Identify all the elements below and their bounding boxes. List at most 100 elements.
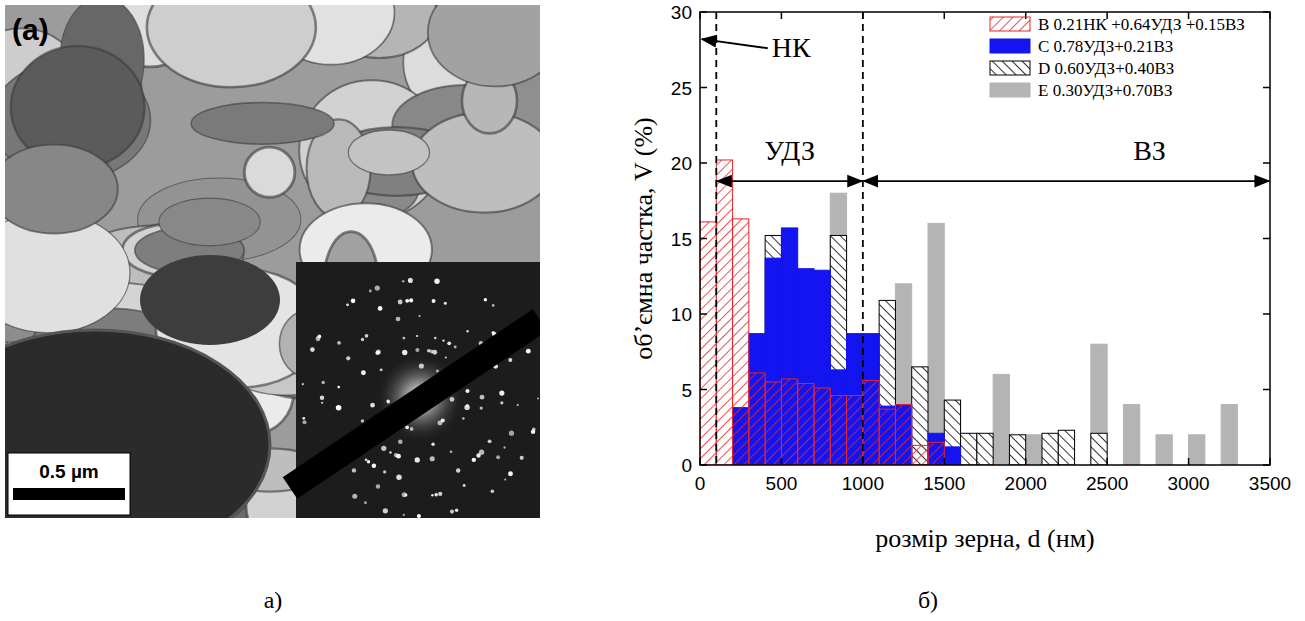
grain: [244, 147, 295, 197]
bar: [912, 367, 928, 465]
y-tick: [700, 389, 707, 391]
diffraction-spot: [466, 404, 469, 407]
legend-swatch: [990, 39, 1030, 53]
bar: [749, 373, 765, 465]
legend-label: C 0.78УДЗ+0.21ВЗ: [1038, 37, 1173, 56]
bar: [944, 400, 960, 465]
diffraction-spot: [462, 417, 464, 419]
diffraction-spot: [369, 290, 372, 293]
diffraction-spot: [504, 479, 506, 481]
diffraction-spot: [402, 350, 407, 355]
bar: [928, 442, 944, 465]
diffraction-spot: [430, 456, 435, 461]
diffraction-spot: [438, 492, 442, 496]
diffraction-spot: [427, 349, 431, 353]
diffraction-spot: [520, 456, 524, 460]
diffraction-spot: [454, 346, 457, 349]
x-tick-label: 0: [695, 473, 706, 494]
diffraction-spot: [537, 397, 539, 399]
bar: [879, 409, 895, 465]
diffraction-spot: [450, 450, 453, 453]
grain: [5, 145, 118, 234]
diffraction-spot: [408, 279, 411, 282]
diffraction-spot: [432, 299, 436, 303]
x-tick: [699, 458, 701, 465]
annotation-arrow: [702, 39, 768, 48]
diffraction-spot: [456, 468, 460, 472]
reference-line: [715, 12, 717, 465]
diffraction-spot: [386, 399, 389, 402]
diffraction-spot: [416, 335, 418, 337]
bar: [798, 383, 814, 465]
bar: [781, 379, 797, 465]
y-tick: [1263, 464, 1270, 466]
caption: а): [264, 587, 283, 613]
diffraction-spot: [302, 383, 304, 385]
bar: [1042, 433, 1058, 465]
diffraction-spot: [415, 348, 419, 352]
diffraction-spot: [380, 368, 383, 371]
diffraction-spot: [381, 446, 386, 451]
bar: [961, 433, 977, 465]
diffraction-spot: [365, 458, 368, 461]
diffraction-spot: [383, 508, 388, 513]
bar: [912, 445, 928, 465]
diffraction-spot: [465, 389, 469, 393]
diffraction-spot: [337, 341, 341, 345]
x-tick: [944, 12, 946, 19]
bars: [700, 160, 1237, 465]
bar: [830, 396, 846, 465]
diffraction-spot: [434, 337, 436, 339]
plot-frame: [700, 12, 1270, 465]
grain: [348, 130, 429, 175]
bar: [733, 219, 749, 465]
annotation: УДЗ: [764, 135, 815, 166]
diffraction-spot: [394, 453, 398, 457]
y-tick: [700, 11, 707, 13]
diffraction-spot: [405, 425, 409, 429]
bar: [895, 405, 911, 465]
diffraction-spot: [370, 403, 375, 408]
bar: [749, 334, 765, 465]
annotation: НК: [772, 32, 811, 63]
y-tick-label: 15: [671, 229, 692, 250]
bar: [765, 382, 781, 465]
series: [765, 235, 1107, 465]
x-tick: [781, 12, 783, 19]
diffraction-spot: [409, 298, 413, 302]
diffraction-spot: [320, 396, 324, 400]
bar: [716, 160, 732, 465]
x-tick: [699, 12, 701, 19]
diffraction-spot: [415, 457, 420, 462]
x-tick: [1269, 458, 1271, 465]
diffraction-spot: [455, 508, 459, 512]
diffraction-spot: [431, 442, 434, 445]
bar: [977, 433, 993, 465]
diffraction-spot: [491, 489, 495, 493]
diffraction-spot: [364, 501, 367, 504]
bar: [1091, 344, 1107, 465]
diffraction-spot: [378, 306, 383, 311]
diffraction-spot: [376, 484, 380, 488]
x-tick-label: 3500: [1249, 473, 1291, 494]
diffraction-spot: [361, 370, 366, 375]
beam-stop: [290, 320, 540, 488]
grain-dark: [5, 330, 270, 518]
bar: [765, 235, 781, 465]
diffraction-spot: [405, 299, 409, 303]
bar: [1009, 435, 1025, 465]
bar: [1123, 405, 1139, 465]
x-tick: [1025, 458, 1027, 465]
diffraction-spot: [480, 407, 483, 410]
diffraction-spot: [346, 303, 349, 306]
x-tick: [1269, 12, 1271, 19]
reference-line: [862, 12, 864, 465]
bar: [830, 370, 846, 465]
x-tick-label: 2000: [1005, 473, 1047, 494]
legend-swatch: [990, 83, 1030, 97]
diffraction-spot: [389, 451, 391, 453]
diffraction-spot: [508, 358, 512, 362]
diffraction-spot: [302, 417, 305, 420]
bar: [879, 300, 895, 465]
bar: [830, 193, 846, 465]
